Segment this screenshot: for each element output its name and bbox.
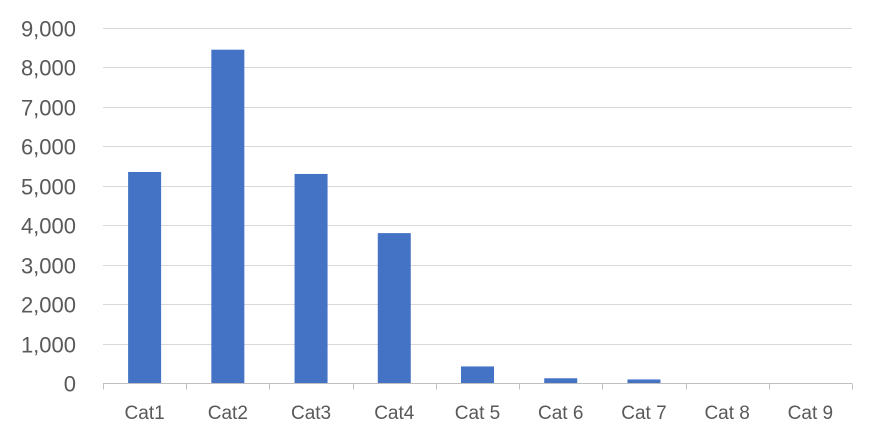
bar [461, 366, 494, 383]
bars [128, 49, 661, 383]
y-tick-label: 6,000 [21, 135, 76, 160]
bar [294, 173, 328, 383]
y-tick-label: 0 [64, 372, 76, 397]
bar [544, 378, 578, 383]
x-tick-label: Cat4 [374, 403, 415, 424]
bar [377, 233, 411, 383]
x-tick-label: Cat 9 [788, 403, 833, 424]
bar [211, 49, 245, 383]
y-tick-label: 1,000 [21, 333, 76, 358]
y-tick-label: 2,000 [21, 293, 76, 318]
y-tick-label: 8,000 [21, 56, 76, 81]
x-tick-marks [103, 383, 853, 390]
y-tick-label: 4,000 [21, 214, 76, 239]
y-tick-label: 7,000 [21, 96, 76, 121]
y-tick-label: 3,000 [21, 254, 76, 279]
y-tick-label: 5,000 [21, 175, 76, 200]
bar [128, 171, 162, 383]
bar [627, 379, 661, 383]
x-tick-label: Cat 6 [538, 403, 583, 424]
x-tick-label: Cat3 [291, 403, 331, 424]
y-tick-label: 9,000 [21, 17, 76, 42]
x-tick-label: Cat 5 [455, 403, 500, 424]
x-tick-label: Cat2 [208, 403, 248, 424]
x-tick-label: Cat 7 [621, 403, 666, 424]
x-tick-label: Cat1 [125, 403, 165, 424]
x-tick-labels: Cat1 Cat2 Cat3 Cat4 Cat 5 Cat 6 Cat 7 Cat 8 Cat … [125, 403, 834, 424]
y-tick-labels: 0 1,000 2,000 3,000 4,000 5,000 6,000 7,000 8,00… [21, 17, 76, 397]
x-tick-label: Cat 8 [704, 403, 749, 424]
